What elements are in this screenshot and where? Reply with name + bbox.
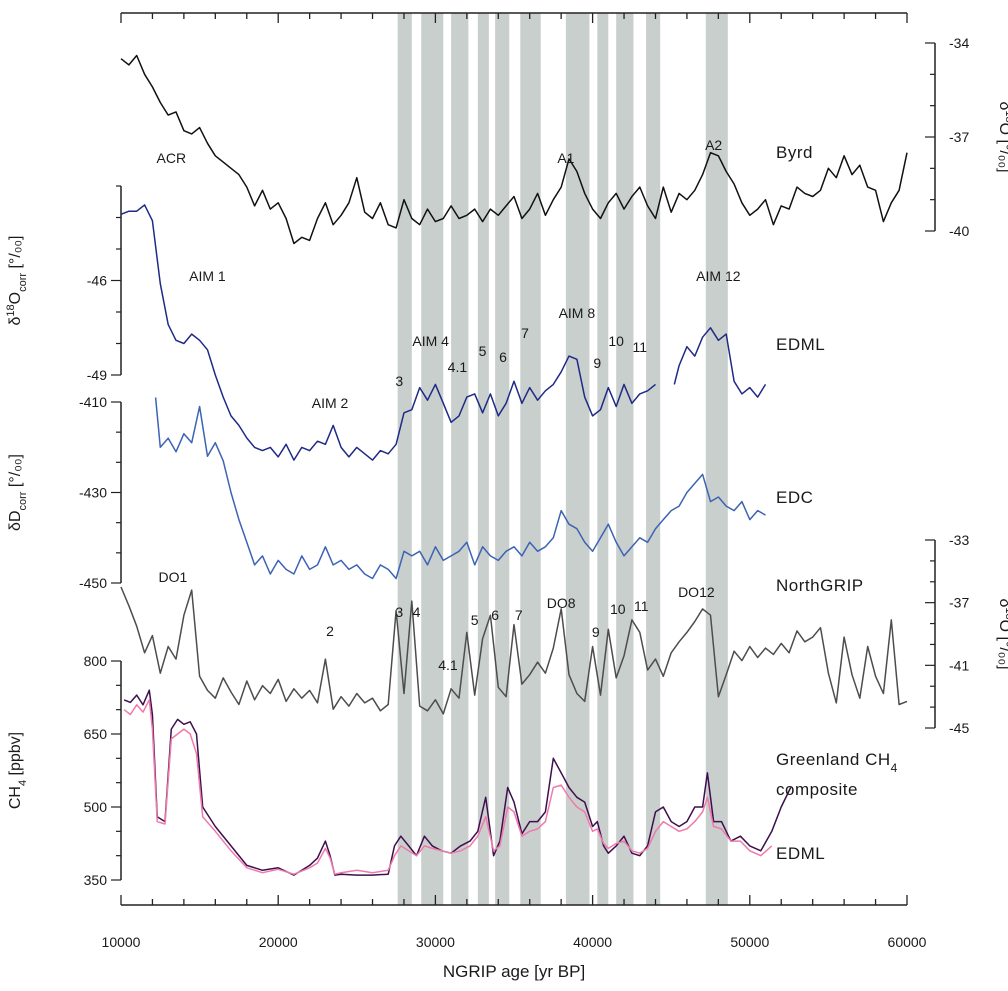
- annotation-byrd-2: A2: [705, 137, 722, 153]
- annotation-northgrip-24: DO8: [547, 595, 576, 611]
- y-tick-label-northgrip: -45: [949, 720, 969, 736]
- y-axis-title-ch4: CH4 [ppbv]: [7, 732, 29, 809]
- series-line-edml-edml-late: [673, 327, 767, 398]
- x-axis-title: NGRIP age [yr BP]: [443, 962, 585, 981]
- annotation-edml-9: 6: [499, 349, 507, 365]
- series-line-edml-edml: [120, 204, 656, 461]
- x-tick-label-40000: 40000: [573, 934, 612, 950]
- annotation-northgrip-22: 6: [491, 607, 499, 623]
- y-tick-label-northgrip: -33: [949, 532, 969, 548]
- series-line-northgrip-northgrip: [120, 586, 908, 715]
- labels: Byrd EDML EDC NorthGRIP EDML Greenland CH4 com…: [157, 137, 898, 863]
- series-line-ch4-greenland-ch4-composite: [123, 689, 792, 876]
- annotation-northgrip-16: DO1: [158, 569, 187, 585]
- x-tick-label-50000: 50000: [730, 934, 769, 950]
- y-tick-label-ch4: 350: [84, 872, 108, 888]
- record-label-composite: composite: [776, 780, 858, 799]
- axes: 10000 20000 30000 40000 50000 60000 NGRIP age …: [5, 12, 1008, 981]
- annotation-northgrip-25: 9: [592, 624, 600, 640]
- annotation-northgrip-19: 4: [413, 604, 421, 620]
- y-tick-label-edc: -450: [79, 575, 107, 591]
- y-axis-title-byrd: δ18O [°/₀₀]: [996, 101, 1008, 172]
- shaded-interval-9: [646, 13, 661, 905]
- record-label-northgrip: NorthGRIP: [776, 576, 864, 595]
- shaded-interval-3: [477, 13, 489, 905]
- annotation-edml-14: 11: [632, 339, 647, 355]
- record-label-edml: EDML: [776, 335, 825, 354]
- record-label-ch4: EDML: [776, 844, 825, 863]
- annotation-edml-12: 9: [593, 355, 601, 371]
- annotation-edml-11: AIM 8: [559, 305, 596, 321]
- shaded-interval-8: [616, 13, 634, 905]
- annotation-northgrip-21: 5: [471, 612, 479, 628]
- y-tick-label-ch4: 650: [84, 726, 108, 742]
- annotation-edml-8: 5: [479, 343, 487, 359]
- shaded-intervals: [397, 13, 728, 905]
- y-tick-label-northgrip: -41: [949, 657, 969, 673]
- series-line-edc-edc: [154, 397, 766, 580]
- shaded-interval-0: [397, 13, 412, 905]
- shaded-interval-5: [520, 13, 541, 905]
- shaded-interval-7: [597, 13, 609, 905]
- annotation-northgrip-18: 3: [395, 604, 403, 620]
- y-tick-label-byrd: -34: [949, 35, 969, 51]
- y-axis-title-edc: δDcorr [°/₀₀]: [7, 454, 29, 531]
- shaded-interval-10: [705, 13, 728, 905]
- y-tick-label-edc: -410: [79, 394, 107, 410]
- annotation-edml-6: AIM 4: [412, 333, 449, 349]
- shaded-interval-6: [565, 13, 590, 905]
- y-tick-label-edml: -46: [87, 273, 107, 289]
- record-label-greenland-ch4: Greenland CH4: [776, 750, 898, 775]
- series-line-byrd-byrd: [120, 54, 908, 245]
- annotation-northgrip-26: 10: [610, 601, 626, 617]
- annotation-edml-4: AIM 2: [312, 395, 349, 411]
- y-tick-label-edc: -430: [79, 485, 107, 501]
- x-tick-label-20000: 20000: [259, 934, 298, 950]
- annotation-northgrip-28: DO12: [678, 584, 715, 600]
- annotation-northgrip-27: 11: [634, 598, 649, 614]
- annotation-edml-3: AIM 1: [189, 268, 226, 284]
- annotation-edml-10: 7: [521, 325, 529, 341]
- annotation-edml-15: AIM 12: [696, 268, 741, 284]
- annotation-byrd-1: A1: [557, 150, 574, 166]
- record-label-byrd: Byrd: [776, 143, 813, 162]
- y-tick-label-ch4: 500: [84, 799, 108, 815]
- record-label-edc: EDC: [776, 488, 813, 507]
- annotation-edml-5: 3: [395, 373, 403, 389]
- series-line-ch4-edml: [123, 699, 773, 875]
- y-tick-label-byrd: -40: [949, 223, 969, 239]
- shaded-interval-2: [451, 13, 469, 905]
- annotation-northgrip-17: 2: [326, 623, 334, 639]
- annotation-edml-13: 10: [608, 333, 624, 349]
- y-tick-label-edml: -49: [87, 367, 107, 383]
- x-tick-label-60000: 60000: [888, 934, 927, 950]
- annotation-edml-7: 4.1: [448, 359, 468, 375]
- annotation-northgrip-20: 4.1: [438, 657, 458, 673]
- x-tick-label-30000: 30000: [416, 934, 455, 950]
- series: [120, 54, 908, 876]
- y-tick-label-ch4: 800: [84, 653, 108, 669]
- annotation-byrd-0: ACR: [157, 150, 187, 166]
- shaded-interval-4: [495, 13, 510, 905]
- annotation-northgrip-23: 7: [515, 607, 523, 623]
- y-tick-label-byrd: -37: [949, 129, 969, 145]
- y-axis-title-northgrip: δ18O [°/₀₀]: [996, 598, 1008, 669]
- x-tick-label-10000: 10000: [102, 934, 141, 950]
- y-tick-label-northgrip: -37: [949, 595, 969, 611]
- shaded-interval-1: [421, 13, 444, 905]
- y-axis-title-edml: δ18Ocorr [°/₀₀]: [5, 235, 29, 325]
